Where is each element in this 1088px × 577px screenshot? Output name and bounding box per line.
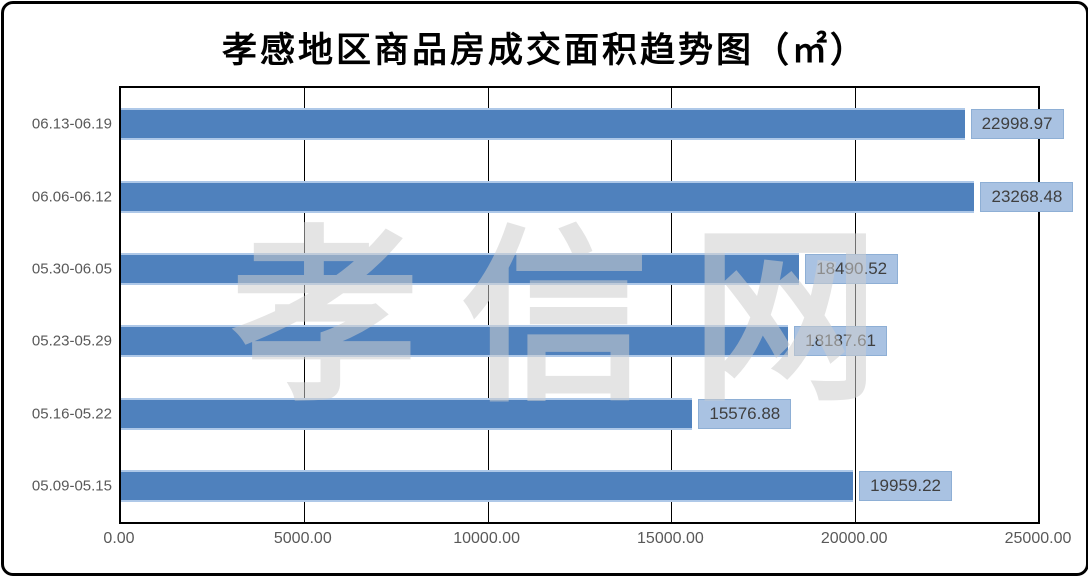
category-label: 05.09-05.15 (31, 477, 112, 495)
bar-05.30-06.05 (121, 252, 800, 285)
category-label: 06.06-06.12 (31, 188, 112, 205)
x-tick-label: 0.00 (103, 530, 135, 547)
value-label: 23268.48 (980, 181, 1074, 212)
category-label: 05.30-06.05 (31, 260, 112, 278)
value-label: 22998.97 (970, 109, 1064, 140)
value-label: 19959.22 (859, 470, 952, 501)
gridline (487, 88, 489, 522)
x-tick-label: 5000.00 (273, 530, 332, 547)
x-tick-label: 15000.00 (637, 530, 704, 547)
category-label: 05.16-05.22 (31, 405, 112, 422)
bar-05.16-05.22 (121, 397, 693, 430)
plot-area: 22998.97 23268.48 18490.52 18187.61 15576.88… (119, 86, 1074, 524)
gridline (854, 88, 856, 522)
category-label: 06.13-06.19 (31, 115, 112, 133)
x-tick-label: 20000.00 (820, 530, 888, 547)
bar-06.13-06.19 (121, 108, 965, 141)
x-axis-tick-labels: 0.00 5000.00 10000.00 15000.00 20000.00 25000… (103, 530, 1071, 560)
category-label: 05.23-05.29 (31, 332, 112, 350)
value-label: 18490.52 (805, 253, 899, 284)
gridline (671, 88, 673, 522)
bar-05.09-05.15 (121, 469, 854, 502)
chart-title: 孝感地区商品房成交面积趋势图（㎡） (221, 31, 868, 70)
bar-05.23-05.29 (121, 325, 789, 358)
x-tick-label: 10000.00 (453, 530, 520, 547)
gridline (304, 88, 306, 522)
value-label: 15576.88 (698, 398, 792, 429)
value-label: 18187.61 (794, 326, 888, 357)
x-tick-label: 25000.00 (1004, 530, 1072, 547)
bar-06.06-06.12 (121, 180, 975, 213)
y-axis-category-labels: 06.13-06.19 06.06-06.12 05.30-06.05 05.23-0… (14, 88, 112, 522)
